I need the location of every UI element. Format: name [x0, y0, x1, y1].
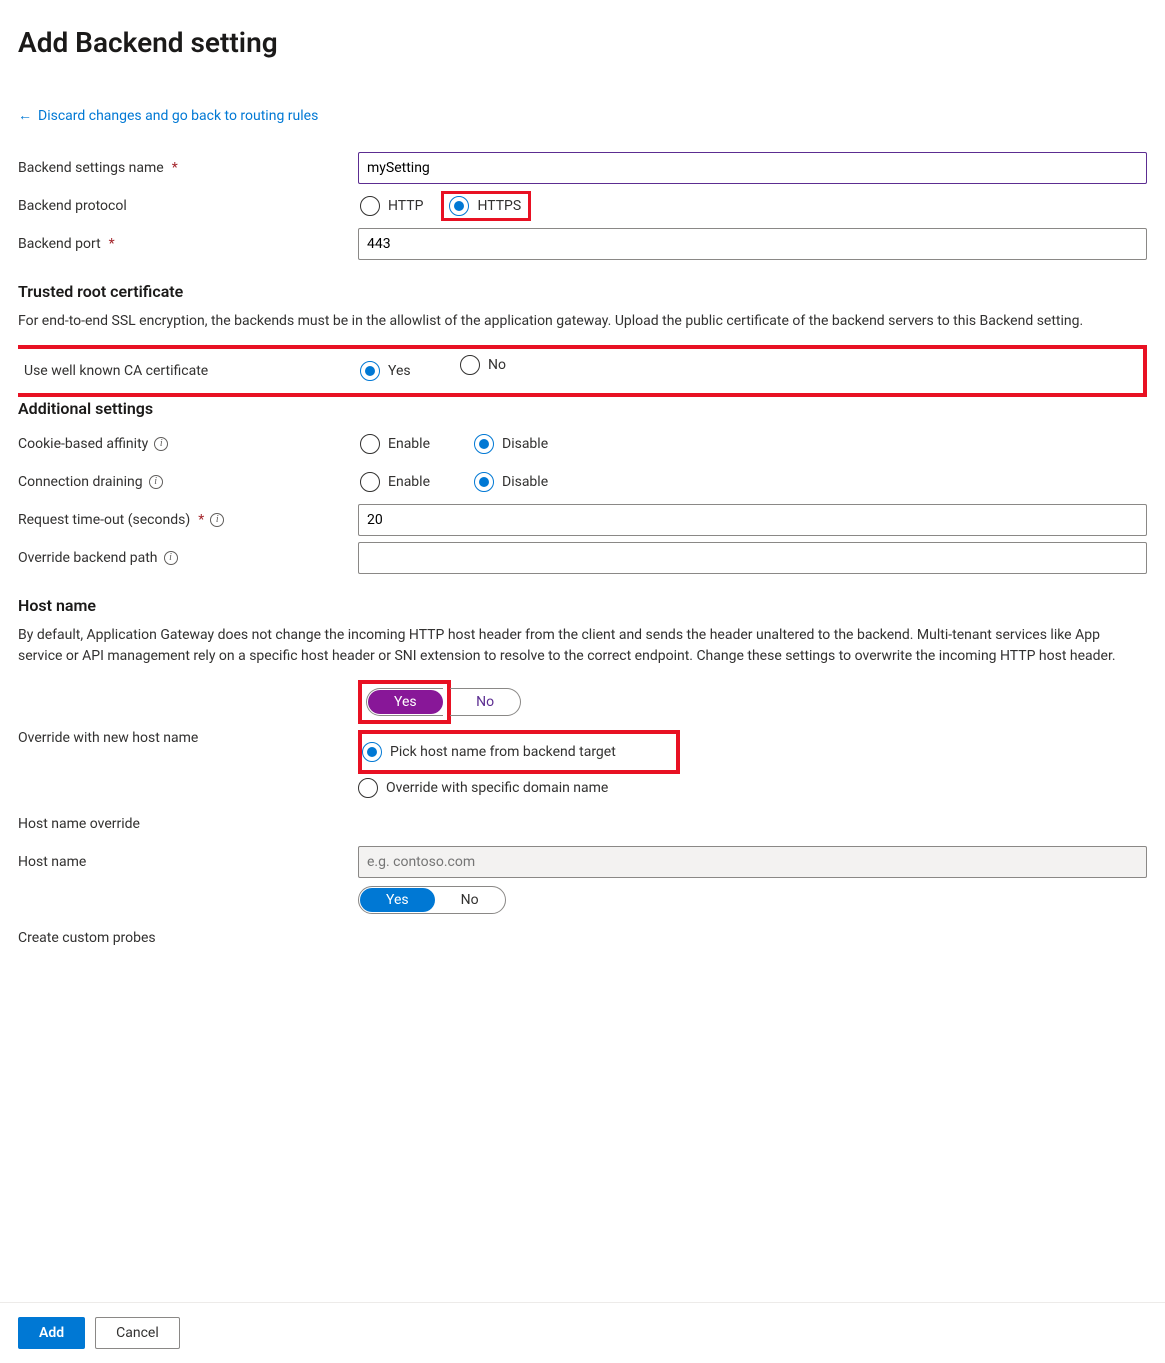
- settings-name-label: Backend settings name*: [18, 160, 358, 176]
- timeout-label: Request time-out (seconds)* i: [18, 512, 358, 528]
- ca-yes-label: Yes: [388, 363, 411, 379]
- ca-label: Use well known CA certificate: [24, 363, 358, 379]
- info-icon[interactable]: i: [210, 513, 224, 527]
- protocol-label: Backend protocol: [18, 198, 358, 214]
- custom-probes-pill-group: Yes No: [358, 886, 506, 914]
- override-pill-group: Yes: [366, 688, 443, 716]
- cookie-label: Cookie-based affinity i: [18, 436, 358, 452]
- override-yes-pill[interactable]: Yes: [368, 690, 443, 714]
- override-path-input[interactable]: [358, 542, 1147, 574]
- add-button[interactable]: Add: [18, 1317, 85, 1349]
- protocol-http-label: HTTP: [388, 198, 423, 214]
- radio-circle-icon: [360, 434, 380, 454]
- trusted-root-desc: For end-to-end SSL encryption, the backe…: [18, 311, 1147, 331]
- timeout-input[interactable]: [358, 504, 1147, 536]
- page-title: Add Backend setting: [18, 26, 1147, 59]
- ca-no-label: No: [488, 357, 506, 373]
- radio-circle-icon: [460, 355, 480, 375]
- protocol-https-radio[interactable]: HTTPS: [447, 194, 525, 218]
- radio-circle-icon: [474, 434, 494, 454]
- drain-label: Connection draining i: [18, 474, 358, 490]
- protocol-http-radio[interactable]: HTTP: [358, 194, 427, 218]
- required-star: *: [198, 512, 204, 528]
- settings-name-input[interactable]: [358, 152, 1147, 184]
- info-icon[interactable]: i: [149, 475, 163, 489]
- https-highlight-box: HTTPS: [441, 191, 531, 221]
- radio-circle-icon: [360, 361, 380, 381]
- hostname-desc: By default, Application Gateway does not…: [18, 625, 1147, 666]
- footer-bar: Add Cancel: [0, 1302, 1165, 1363]
- ca-yes-radio[interactable]: Yes: [358, 359, 415, 383]
- required-star: *: [172, 160, 178, 176]
- pick-host-highlight-box: Pick host name from backend target: [358, 730, 680, 774]
- radio-circle-icon: [474, 472, 494, 492]
- cookie-enable-radio[interactable]: Enable: [358, 432, 434, 456]
- info-icon[interactable]: i: [164, 551, 178, 565]
- drain-disable-radio[interactable]: Disable: [472, 470, 552, 494]
- custom-probes-label: Create custom probes: [18, 930, 358, 946]
- hostname-heading: Host name: [18, 596, 1147, 615]
- drain-radio-group: Enable Disable: [358, 470, 1147, 494]
- specific-domain-label: Override with specific domain name: [386, 780, 608, 796]
- required-star: *: [109, 236, 115, 252]
- ca-radio-group: Yes: [358, 359, 415, 383]
- probes-no-pill[interactable]: No: [435, 887, 505, 913]
- ca-no-radio[interactable]: No: [458, 353, 510, 377]
- override-yes-highlight-box: Yes: [358, 680, 451, 724]
- port-input[interactable]: [358, 228, 1147, 260]
- host-name-label: Host name: [18, 854, 358, 870]
- radio-circle-icon: [360, 196, 380, 216]
- trusted-root-heading: Trusted root certificate: [18, 282, 1147, 301]
- radio-circle-icon: [360, 472, 380, 492]
- cancel-button[interactable]: Cancel: [95, 1317, 180, 1349]
- port-label: Backend port*: [18, 236, 358, 252]
- additional-heading: Additional settings: [18, 399, 1147, 418]
- override-new-label: Override with new host name: [18, 730, 358, 746]
- override-path-label: Override backend path i: [18, 550, 358, 566]
- protocol-https-label: HTTPS: [477, 198, 521, 214]
- override-no-pill[interactable]: No: [450, 689, 520, 715]
- cookie-disable-radio[interactable]: Disable: [472, 432, 552, 456]
- pick-host-label: Pick host name from backend target: [390, 744, 616, 760]
- radio-circle-icon: [449, 196, 469, 216]
- arrow-left-icon: ←: [18, 107, 32, 124]
- cookie-radio-group: Enable Disable: [358, 432, 1147, 456]
- radio-circle-icon: [362, 742, 382, 762]
- info-icon[interactable]: i: [154, 437, 168, 451]
- specific-domain-radio[interactable]: Override with specific domain name: [358, 774, 608, 802]
- protocol-radio-group: HTTP HTTPS: [358, 191, 1147, 221]
- back-link-text: Discard changes and go back to routing r…: [38, 108, 318, 124]
- override-mode-group: Pick host name from backend target Overr…: [358, 730, 1147, 802]
- radio-circle-icon: [358, 778, 378, 798]
- drain-enable-radio[interactable]: Enable: [358, 470, 434, 494]
- discard-back-link[interactable]: ← Discard changes and go back to routing…: [18, 107, 318, 124]
- host-name-input: [358, 846, 1147, 878]
- probes-yes-pill[interactable]: Yes: [360, 888, 435, 912]
- host-override-label: Host name override: [18, 816, 358, 832]
- pick-host-radio[interactable]: Pick host name from backend target: [362, 738, 616, 766]
